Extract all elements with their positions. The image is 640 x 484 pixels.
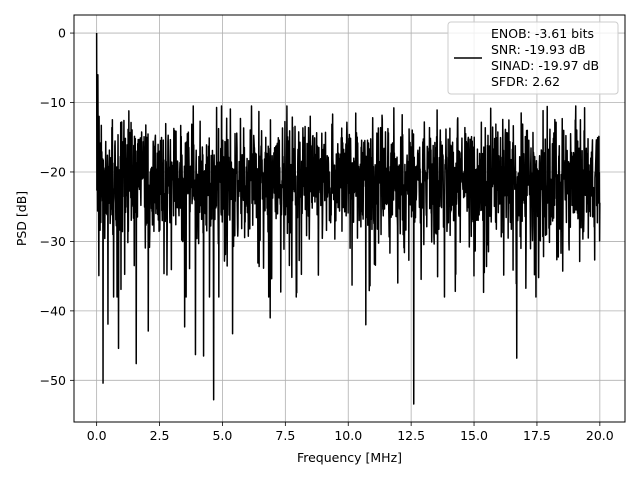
plot-area [95, 33, 601, 405]
y-axis-label: PSD [dB] [14, 191, 29, 246]
plot-frame [73, 14, 626, 423]
legend-label: ENOB: -3.61 bits SNR: -19.93 dB SINAD: -19… [491, 26, 599, 89]
x-axis: 0.0 2.5 5.0 7.5 10.0 12.5 15.0 17.5 20.0 [87, 422, 614, 443]
legend-line-4: SFDR: 2.62 [491, 74, 560, 89]
y-tick-label: 0 [58, 26, 66, 41]
x-tick-label: 2.5 [150, 428, 170, 443]
x-axis-label: Frequency [MHz] [297, 450, 402, 465]
x-tick-label: 12.5 [397, 428, 425, 443]
x-tick-label: 15.0 [460, 428, 488, 443]
x-tick-label: 10.0 [334, 428, 362, 443]
y-tick-label: −20 [40, 164, 66, 179]
legend-line-3: SINAD: -19.97 dB [491, 58, 599, 73]
legend-line-1: ENOB: -3.61 bits [491, 26, 594, 41]
legend-line-2: SNR: -19.93 dB [491, 42, 586, 57]
x-tick-label: 20.0 [586, 428, 614, 443]
y-axis: 0 −10 −20 −30 −40 −50 [40, 26, 74, 388]
y-tick-label: −50 [40, 373, 66, 388]
legend: ENOB: -3.61 bits SNR: -19.93 dB SINAD: -19… [447, 21, 619, 95]
y-tick-label: −30 [40, 234, 66, 249]
y-tick-label: −40 [40, 303, 66, 318]
x-tick-label: 0.0 [87, 428, 107, 443]
legend-box [447, 21, 619, 95]
x-tick-label: 5.0 [212, 428, 232, 443]
y-tick-label: −10 [40, 95, 66, 110]
x-tick-label: 17.5 [523, 428, 551, 443]
psd-series-line [95, 33, 601, 405]
x-tick-label: 7.5 [275, 428, 295, 443]
